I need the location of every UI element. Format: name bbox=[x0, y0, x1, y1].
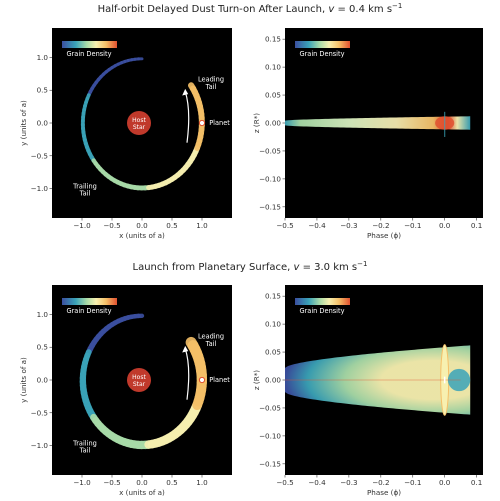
colorbar bbox=[62, 41, 117, 48]
dust-segment bbox=[185, 336, 199, 352]
y-tick-label: −1.0 bbox=[31, 441, 49, 450]
colorbar bbox=[62, 298, 117, 305]
y-tick-label: 0.0 bbox=[37, 119, 49, 128]
x-tick-label: −0.2 bbox=[372, 478, 389, 487]
y-tick-label: −0.10 bbox=[259, 174, 281, 183]
x-tick-label: −0.4 bbox=[308, 478, 326, 487]
x-tick-label: −0.5 bbox=[276, 478, 293, 487]
panel-top-left: −1.0 −0.5 0.0 0.5 1.0 1.0 0.5 0.0 −0.5 −1.0 x (uni… bbox=[19, 28, 232, 240]
x-tick-label: 0.1 bbox=[471, 221, 482, 230]
y-tick-label: −0.10 bbox=[259, 431, 281, 440]
arrow-head-icon bbox=[182, 88, 189, 96]
y-tick-label: 0.15 bbox=[265, 35, 281, 44]
x-tick-label: 0.5 bbox=[166, 221, 177, 230]
x-tick-label: −1.0 bbox=[73, 221, 91, 230]
arrow-head-icon bbox=[182, 345, 189, 353]
dust-cloud bbox=[285, 116, 471, 130]
x-tick-label: −0.3 bbox=[340, 478, 357, 487]
x-tick-label: −0.2 bbox=[372, 221, 389, 230]
y-tick-label: 0.5 bbox=[37, 86, 48, 95]
trailing-tail-label: Trailing bbox=[72, 183, 97, 191]
colorbar-label: Grain Density bbox=[66, 50, 111, 58]
host-star-label: Host bbox=[132, 374, 146, 381]
trailing-tail-label: Tail bbox=[79, 447, 91, 455]
y-tick-label: −0.15 bbox=[259, 202, 281, 211]
x-tick-label: 0.5 bbox=[166, 478, 177, 487]
y-tick-label: 0.00 bbox=[265, 119, 281, 128]
x-axis-label: x (units of a) bbox=[119, 488, 165, 497]
y-tick-label: 0.10 bbox=[265, 320, 281, 329]
x-tick-label: −1.0 bbox=[73, 478, 91, 487]
y-tick-label: 0.00 bbox=[265, 376, 281, 385]
y-tick-label: −0.15 bbox=[259, 459, 281, 468]
colorbar-label: Grain Density bbox=[299, 307, 344, 315]
y-tick-label: 0.05 bbox=[265, 348, 281, 357]
x-tick-label: −0.3 bbox=[340, 221, 357, 230]
y-axis-label: y (units of a) bbox=[19, 357, 28, 403]
x-tick-label: −0.1 bbox=[404, 221, 421, 230]
x-axis-label: Phase (ϕ) bbox=[367, 231, 401, 240]
x-tick-label: −0.4 bbox=[308, 221, 326, 230]
y-tick-label: −0.05 bbox=[259, 403, 281, 412]
x-tick-label: −0.5 bbox=[276, 221, 293, 230]
colorbar-label: Grain Density bbox=[299, 50, 344, 58]
y-tick-label: 0.05 bbox=[265, 91, 281, 100]
x-axis-label: Phase (ϕ) bbox=[367, 488, 401, 497]
y-tick-label: 1.0 bbox=[37, 53, 49, 62]
planet-label: Planet bbox=[209, 119, 230, 127]
host-star-label: Star bbox=[133, 124, 146, 131]
y-tick-label: 0.0 bbox=[37, 376, 49, 385]
y-tick-label: 1.0 bbox=[37, 310, 49, 319]
y-axis-label: z (R*) bbox=[252, 113, 261, 133]
leading-tail-label: Leading bbox=[198, 76, 224, 84]
colorbar bbox=[295, 41, 350, 48]
y-tick-label: 0.15 bbox=[265, 292, 281, 301]
trailing-tail-label: Trailing bbox=[72, 440, 97, 448]
planet bbox=[198, 376, 206, 384]
x-tick-label: −0.5 bbox=[103, 221, 120, 230]
y-tick-label: 0.5 bbox=[37, 343, 48, 352]
x-tick-label: 0.0 bbox=[439, 478, 451, 487]
host-star bbox=[127, 368, 151, 392]
x-tick-label: 0.0 bbox=[136, 221, 148, 230]
x-tick-label: −0.5 bbox=[103, 478, 120, 487]
leading-tail-label: Leading bbox=[198, 333, 224, 341]
y-axis-label: z (R*) bbox=[252, 370, 261, 390]
planet-label: Planet bbox=[209, 376, 230, 384]
row1-title: Half-orbit Delayed Dust Turn-on After La… bbox=[98, 2, 403, 15]
host-star-label: Host bbox=[132, 117, 146, 124]
y-axis-label: y (units of a) bbox=[19, 100, 28, 146]
x-tick-label: 1.0 bbox=[196, 478, 208, 487]
panel-bottom-right: −0.5 −0.4 −0.3 −0.2 −0.1 0.0 0.1 0.15 0.10 0.05 0.… bbox=[252, 285, 483, 497]
x-tick-label: 1.0 bbox=[196, 221, 208, 230]
host-star bbox=[127, 111, 151, 135]
orbit-direction-arrow bbox=[184, 348, 190, 400]
colorbar bbox=[295, 298, 350, 305]
x-tick-label: −0.1 bbox=[404, 478, 421, 487]
dust-segment bbox=[188, 82, 197, 92]
orbit-direction-arrow bbox=[184, 91, 190, 143]
y-tick-label: −0.5 bbox=[31, 151, 48, 160]
colorbar-label: Grain Density bbox=[66, 307, 111, 315]
x-tick-label: 0.0 bbox=[136, 478, 148, 487]
x-tick-label: 0.1 bbox=[471, 478, 482, 487]
leading-tail-label: Tail bbox=[205, 83, 217, 91]
y-tick-label: −1.0 bbox=[31, 184, 49, 193]
row2-title: Launch from Planetary Surface, v = 3.0 k… bbox=[133, 260, 368, 273]
panel-bottom-left: −1.0 −0.5 0.0 0.5 1.0 1.0 0.5 0.0 −0.5 −1.0 x (uni… bbox=[19, 285, 232, 497]
x-axis-label: x (units of a) bbox=[119, 231, 165, 240]
y-tick-label: −0.05 bbox=[259, 146, 281, 155]
y-tick-label: −0.5 bbox=[31, 408, 48, 417]
x-tick-label: 0.0 bbox=[439, 221, 451, 230]
y-tick-label: 0.10 bbox=[265, 63, 281, 72]
trailing-tail-label: Tail bbox=[79, 190, 91, 198]
host-star-label: Star bbox=[133, 381, 146, 388]
planet bbox=[198, 119, 206, 127]
leading-tail-label: Tail bbox=[205, 340, 217, 348]
panel-top-right: −0.5 −0.4 −0.3 −0.2 −0.1 0.0 0.1 0.15 0.10 0.05 0.… bbox=[252, 28, 483, 240]
